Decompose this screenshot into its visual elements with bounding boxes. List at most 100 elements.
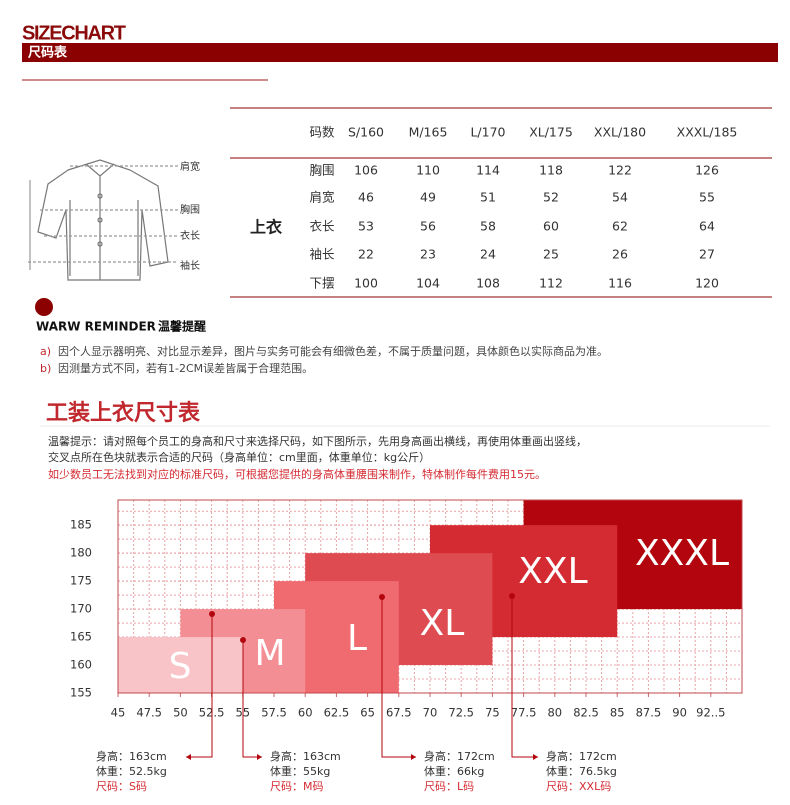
block-label: XL <box>420 603 465 644</box>
diagram-label: 肩宽 <box>180 160 200 173</box>
section-title: 工装上衣尺寸表 <box>46 400 201 426</box>
table-cell: 118 <box>539 163 563 178</box>
table-cell: 53 <box>358 219 374 234</box>
table-cell: 62 <box>612 219 628 234</box>
item-marker: a) <box>40 345 51 358</box>
table-header: XXXL/185 <box>677 125 738 140</box>
y-tick-label: 170 <box>70 602 92 616</box>
note: 如少数员工无法找到对应的标准尺码，可根据您提供的身高体重腰围来制作，特体制作每件… <box>48 467 546 481</box>
x-tick-label: 75 <box>485 706 500 720</box>
x-tick-label: 60 <box>298 706 313 720</box>
y-tick-label: 165 <box>70 630 92 644</box>
block-label: XXXL <box>635 533 729 574</box>
callout-text: 身高：163cm <box>270 749 341 763</box>
block-label: M <box>254 633 285 674</box>
callout-text: 体重：66kg <box>424 764 484 778</box>
x-tick-label: 77.5 <box>511 706 537 720</box>
x-tick-label: 62.5 <box>324 706 350 720</box>
table-header: 码数 <box>309 125 335 140</box>
callout-text: 身高：163cm <box>96 749 167 763</box>
table-cell: 26 <box>612 247 628 262</box>
x-tick-label: 70 <box>423 706 438 720</box>
callout-text: 尺码：L码 <box>424 780 474 793</box>
callout-line <box>381 597 416 758</box>
y-tick-label: 160 <box>70 658 92 672</box>
table-cell: 104 <box>416 276 440 291</box>
block-label: XXL <box>518 551 587 592</box>
x-tick-label: 47.5 <box>136 706 162 720</box>
callout-text: 体重：55kg <box>270 764 330 778</box>
table-cell: 49 <box>420 190 436 205</box>
table-cell: 110 <box>416 163 440 178</box>
x-tick-label: 65 <box>360 706 375 720</box>
table-cell: 120 <box>695 276 719 291</box>
x-tick-label: 72.5 <box>448 706 474 720</box>
table-cell: 24 <box>480 247 496 262</box>
callout-arrow <box>411 754 416 760</box>
callout-text: 身高：172cm <box>546 749 617 763</box>
x-tick-label: 82.5 <box>573 706 599 720</box>
header-bar <box>22 43 778 62</box>
callout-arrow <box>257 754 262 760</box>
x-tick-label: 80 <box>547 706 562 720</box>
table-cell: 54 <box>612 190 628 205</box>
y-tick-label: 155 <box>70 686 92 700</box>
table-cell: 106 <box>354 163 378 178</box>
diagram-label: 袖长 <box>180 259 200 272</box>
table-cell: 116 <box>608 276 632 291</box>
callout-line <box>511 596 538 758</box>
y-tick-label: 175 <box>70 574 92 588</box>
table-header: XXL/180 <box>594 125 646 140</box>
section-label: 上衣 <box>250 218 282 237</box>
row-label: 肩宽 <box>309 190 334 205</box>
callout-text: 身高：172cm <box>424 749 495 763</box>
block-label: S <box>169 646 192 687</box>
x-tick-label: 85 <box>610 706 625 720</box>
row-label: 胸围 <box>309 163 334 178</box>
plot-border <box>117 499 743 694</box>
x-tick-label: 92..5 <box>696 706 725 720</box>
row-label: 袖长 <box>309 247 335 262</box>
table-header: M/165 <box>409 125 448 140</box>
row-label: 衣长 <box>309 219 335 234</box>
table-header: S/160 <box>348 125 384 140</box>
table-cell: 22 <box>358 247 374 262</box>
table-cell: 52 <box>543 190 559 205</box>
table-cell: 51 <box>480 190 496 205</box>
table-cell: 114 <box>476 163 500 178</box>
reminder-title-cn: 温馨提醒 <box>158 319 206 334</box>
header-title: SIZECHART <box>22 22 126 44</box>
reminder-dot <box>35 298 53 316</box>
callout-arrow <box>533 754 538 760</box>
callout-text: 尺码：XXL码 <box>546 780 611 793</box>
size-block <box>118 637 243 693</box>
x-tick-label: 45 <box>111 706 126 720</box>
table-cell: 58 <box>480 219 496 234</box>
x-tick-label: 90 <box>672 706 687 720</box>
header-subtitle: 尺码表 <box>28 45 68 61</box>
item-text: 因个人显示器明亮、对比显示差异，图片与实务可能会有细微色差，不属于质量问题，具体… <box>58 344 608 358</box>
table-cell: 108 <box>476 276 500 291</box>
table-cell: 64 <box>699 219 715 234</box>
table-cell: 55 <box>699 190 715 205</box>
item-marker: b) <box>40 362 51 375</box>
note: 交叉点所在色块就表示合适的尺码（身高单位：cm里面，体重单位：kg公斤） <box>48 450 430 464</box>
item-text: 因测量方式不同，若有1-2CM误差皆属于合理范围。 <box>58 361 313 375</box>
table-cell: 112 <box>539 276 563 291</box>
callout-line <box>186 614 213 758</box>
row-label: 下摆 <box>309 276 334 291</box>
table-cell: 27 <box>699 247 715 262</box>
diagram-label: 胸围 <box>180 203 200 216</box>
x-tick-label: 57.5 <box>261 706 287 720</box>
x-tick-label: 67.5 <box>386 706 412 720</box>
callout-arrow <box>186 754 191 760</box>
callout-text: 尺码：S码 <box>96 780 147 793</box>
table-cell: 23 <box>420 247 436 262</box>
table-cell: 126 <box>695 163 719 178</box>
reminder-title: WARW REMINDER <box>36 320 156 334</box>
table-cell: 56 <box>420 219 436 234</box>
table-header: L/170 <box>470 125 505 140</box>
diagram-label: 衣长 <box>180 229 200 242</box>
x-tick-label: 87.5 <box>636 706 662 720</box>
